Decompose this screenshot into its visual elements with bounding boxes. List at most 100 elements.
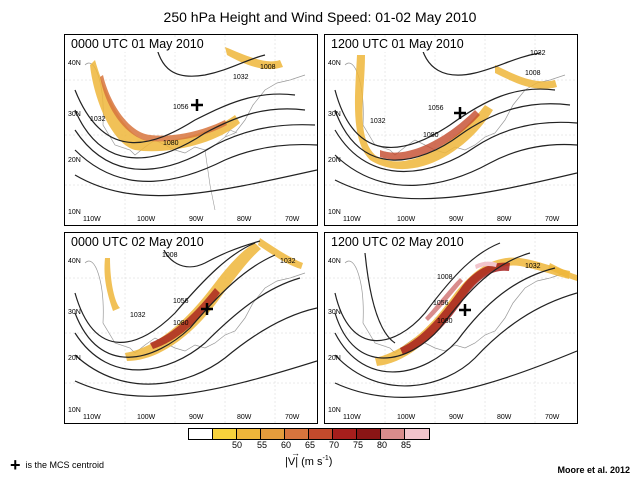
lon-label: 70W bbox=[545, 414, 560, 421]
contour-label: 1032 bbox=[130, 312, 146, 319]
contour-label: 1056 bbox=[173, 104, 189, 111]
contour-label: 1056 bbox=[428, 105, 444, 112]
contour-label: 1056 bbox=[433, 300, 449, 307]
contour-label: 1080 bbox=[423, 132, 439, 139]
lon-label: 100W bbox=[137, 414, 156, 421]
legend-text: is the MCS centroid bbox=[25, 460, 105, 470]
colorbar-tick: 50 bbox=[231, 440, 243, 450]
lon-label: 80W bbox=[237, 414, 252, 421]
lon-label: 80W bbox=[497, 216, 512, 223]
lon-label: 70W bbox=[285, 216, 300, 223]
lon-label: 100W bbox=[397, 414, 416, 421]
lat-label: 40N bbox=[328, 258, 341, 265]
lat-label: 10N bbox=[328, 407, 341, 414]
colorbar-swatch bbox=[381, 429, 405, 439]
colorbar-swatch bbox=[285, 429, 309, 439]
lat-label: 20N bbox=[68, 157, 81, 164]
map-panel-3: 1008 1032 1056 1032 1080 0000 UTC 02 May… bbox=[64, 232, 318, 424]
contour-label: 1032 bbox=[280, 258, 296, 265]
contour-label: 1056 bbox=[173, 298, 189, 305]
lon-label: 110W bbox=[343, 414, 361, 421]
plus-icon: + bbox=[10, 455, 21, 475]
lat-label: 20N bbox=[328, 157, 341, 164]
contour-label: 1008 bbox=[260, 64, 276, 71]
lat-label: 20N bbox=[328, 355, 341, 362]
centroid-legend: + is the MCS centroid bbox=[10, 455, 105, 475]
contour-label: 1008 bbox=[437, 274, 453, 281]
lon-label: 110W bbox=[343, 216, 361, 223]
colorbar-tick: 85 bbox=[400, 440, 412, 450]
lon-label: 80W bbox=[237, 216, 252, 223]
contour-label: 1032 bbox=[90, 116, 106, 123]
panel-label: 1200 UTC 02 May 2010 bbox=[329, 235, 466, 250]
lon-label: 90W bbox=[449, 216, 464, 223]
lat-label: 30N bbox=[68, 111, 81, 118]
vector-arrow-icon: → bbox=[291, 447, 300, 458]
map-panel-2: 1008 1032 1056 1032 1080 1200 UTC 01 May… bbox=[324, 34, 578, 226]
lon-label: 90W bbox=[189, 414, 204, 421]
map-graphic-2: 1008 1032 1056 1032 1080 bbox=[325, 35, 577, 225]
panel-label: 0000 UTC 01 May 2010 bbox=[69, 37, 206, 52]
colorbar-swatch bbox=[213, 429, 237, 439]
lon-label: 90W bbox=[189, 216, 204, 223]
lat-label: 20N bbox=[68, 355, 81, 362]
colorbar-swatch bbox=[357, 429, 381, 439]
mcs-centroid-marker bbox=[459, 304, 471, 316]
mcs-centroid-marker bbox=[201, 303, 213, 315]
figure-title: 250 hPa Height and Wind Speed: 01-02 May… bbox=[163, 9, 477, 25]
lat-label: 10N bbox=[328, 209, 341, 216]
colorbar-swatch bbox=[189, 429, 213, 439]
lon-label: 110W bbox=[83, 216, 101, 223]
lat-label: 40N bbox=[328, 60, 341, 67]
lat-label: 30N bbox=[328, 309, 341, 316]
colorbar-tick: 65 bbox=[304, 440, 316, 450]
lon-label: 80W bbox=[497, 414, 512, 421]
map-graphic-4: 1008 1032 1056 1080 bbox=[325, 233, 577, 423]
contour-label: 1032 bbox=[370, 118, 386, 125]
lat-label: 40N bbox=[68, 258, 81, 265]
lat-label: 30N bbox=[68, 309, 81, 316]
panel-label: 0000 UTC 02 May 2010 bbox=[69, 235, 206, 250]
contour-label: 1032 bbox=[233, 74, 249, 81]
colorbar-swatch bbox=[405, 429, 429, 439]
colorbar-swatch bbox=[309, 429, 333, 439]
units-exponent: -1 bbox=[322, 455, 329, 462]
colorbar-swatch bbox=[333, 429, 357, 439]
contour-label: 1080 bbox=[163, 140, 179, 147]
contour-label: 1080 bbox=[437, 318, 453, 325]
colorbar-tick: 70 bbox=[328, 440, 340, 450]
credit-text: Moore et al. 2012 bbox=[557, 465, 630, 475]
lon-label: 110W bbox=[83, 414, 101, 421]
lon-label: 90W bbox=[449, 414, 464, 421]
lat-label: 30N bbox=[328, 111, 341, 118]
colorbar-tick: 75 bbox=[352, 440, 364, 450]
lon-label: 100W bbox=[397, 216, 416, 223]
lon-label: 70W bbox=[285, 414, 300, 421]
lat-label: 40N bbox=[68, 60, 81, 67]
contour-label: 1008 bbox=[162, 252, 178, 259]
map-panel-1: 1008 1032 1056 1032 1080 0000 UTC 01 May… bbox=[64, 34, 318, 226]
contour-label: 1032 bbox=[530, 50, 546, 57]
colorbar-swatch bbox=[237, 429, 261, 439]
units-label: → |V| (m s -1) bbox=[285, 448, 333, 468]
colorbar-swatch bbox=[261, 429, 285, 439]
panel-label: 1200 UTC 01 May 2010 bbox=[329, 37, 466, 52]
lat-label: 10N bbox=[68, 209, 81, 216]
colorbar-tick: 60 bbox=[280, 440, 292, 450]
lon-label: 70W bbox=[545, 216, 560, 223]
map-graphic-1: 1008 1032 1056 1032 1080 bbox=[65, 35, 317, 225]
lat-label: 10N bbox=[68, 407, 81, 414]
contour-label: 1080 bbox=[173, 320, 189, 327]
mcs-centroid-marker bbox=[454, 107, 466, 119]
contour-label: 1008 bbox=[525, 70, 541, 77]
map-graphic-3: 1008 1032 1056 1032 1080 bbox=[65, 233, 317, 423]
mcs-centroid-marker bbox=[191, 99, 203, 111]
lon-label: 100W bbox=[137, 216, 156, 223]
units-close: ) bbox=[328, 455, 333, 468]
colorbar-tick: 80 bbox=[376, 440, 388, 450]
wind-speed-colorbar bbox=[188, 428, 430, 440]
map-panel-4: 1008 1032 1056 1080 1200 UTC 02 May 2010… bbox=[324, 232, 578, 424]
colorbar-tick: 55 bbox=[256, 440, 268, 450]
contour-label: 1032 bbox=[525, 263, 541, 270]
units-text: |V| (m s bbox=[285, 455, 323, 468]
